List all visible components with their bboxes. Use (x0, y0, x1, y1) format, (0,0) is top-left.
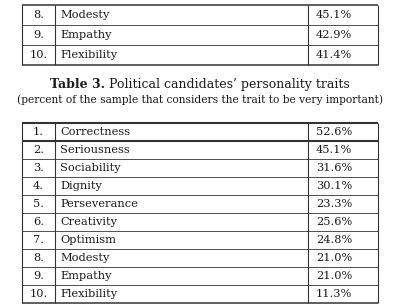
Text: 9.: 9. (33, 30, 44, 40)
Text: 10.: 10. (29, 50, 48, 60)
Text: Empathy: Empathy (60, 30, 112, 40)
Text: Perseverance: Perseverance (60, 199, 138, 209)
Text: 1.: 1. (33, 127, 44, 137)
Text: 11.3%: 11.3% (316, 289, 352, 299)
Text: Flexibility: Flexibility (60, 50, 117, 60)
Text: Dignity: Dignity (60, 181, 102, 191)
Text: 45.1%: 45.1% (316, 145, 352, 155)
Text: 3.: 3. (33, 163, 44, 173)
Text: 41.4%: 41.4% (316, 50, 352, 60)
Text: 21.0%: 21.0% (316, 253, 352, 263)
Text: 6.: 6. (33, 217, 44, 227)
Text: Correctness: Correctness (60, 127, 130, 137)
Text: Empathy: Empathy (60, 271, 112, 281)
Text: Table 3.: Table 3. (50, 78, 105, 91)
Text: Modesty: Modesty (60, 253, 109, 263)
Text: 10.: 10. (29, 289, 48, 299)
Text: 2.: 2. (33, 145, 44, 155)
Text: Political candidates’ personality traits: Political candidates’ personality traits (105, 78, 350, 91)
Text: 45.1%: 45.1% (316, 10, 352, 20)
Text: 24.8%: 24.8% (316, 235, 352, 245)
Text: 4.: 4. (33, 181, 44, 191)
Text: 52.6%: 52.6% (316, 127, 352, 137)
Text: Modesty: Modesty (60, 10, 109, 20)
Text: 23.3%: 23.3% (316, 199, 352, 209)
Text: Creativity: Creativity (60, 217, 117, 227)
Text: 7.: 7. (33, 235, 44, 245)
Text: 30.1%: 30.1% (316, 181, 352, 191)
Text: 9.: 9. (33, 271, 44, 281)
Text: 25.6%: 25.6% (316, 217, 352, 227)
Text: Sociability: Sociability (60, 163, 121, 173)
Text: Optimism: Optimism (60, 235, 116, 245)
Text: Flexibility: Flexibility (60, 289, 117, 299)
Text: 42.9%: 42.9% (316, 30, 352, 40)
Text: 31.6%: 31.6% (316, 163, 352, 173)
Text: 21.0%: 21.0% (316, 271, 352, 281)
Text: 8.: 8. (33, 10, 44, 20)
Text: Seriousness: Seriousness (60, 145, 130, 155)
Text: 5.: 5. (33, 199, 44, 209)
Text: 8.: 8. (33, 253, 44, 263)
Text: (percent of the sample that considers the trait to be very important): (percent of the sample that considers th… (17, 95, 383, 105)
